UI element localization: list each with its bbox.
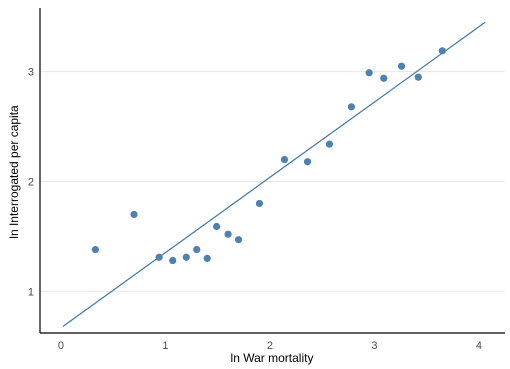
- x-tick-label: 0: [58, 340, 64, 352]
- x-ticks: 0 1 2 3 4: [58, 340, 482, 352]
- fit-line: [62, 21, 486, 327]
- data-point: [347, 103, 355, 111]
- x-tick-label: 3: [371, 340, 377, 352]
- x-tick-label: 1: [162, 340, 168, 352]
- y-tick-label: 3: [28, 67, 34, 79]
- data-point: [224, 230, 232, 238]
- data-point: [255, 199, 264, 208]
- data-point: [182, 253, 190, 261]
- x-axis-label: ln War mortality: [231, 351, 314, 365]
- data-point: [325, 140, 334, 148]
- y-tick-label: 2: [28, 176, 34, 188]
- grid-lines: [40, 71, 505, 292]
- data-point: [203, 254, 211, 262]
- data-point: [212, 222, 221, 231]
- data-point: [169, 256, 177, 265]
- data-point: [91, 245, 99, 254]
- y-tick-label: 1: [28, 286, 34, 298]
- data-points: [91, 47, 446, 265]
- data-point: [380, 74, 388, 82]
- y-axis-label: ln Interrogated per capita: [7, 105, 21, 239]
- data-point: [438, 47, 446, 55]
- data-point: [130, 210, 138, 219]
- x-tick-label: 2: [267, 340, 273, 352]
- axes: [39, 8, 505, 334]
- data-point: [365, 69, 373, 77]
- data-point: [303, 158, 312, 166]
- data-point: [155, 253, 163, 261]
- y-ticks: 1 2 3: [28, 67, 34, 299]
- data-point: [234, 236, 243, 244]
- data-point: [193, 245, 201, 254]
- data-point: [280, 155, 289, 164]
- fit-line-group: [62, 21, 486, 327]
- data-point: [397, 62, 406, 70]
- x-tick-label: 4: [476, 340, 482, 352]
- data-point: [414, 73, 422, 81]
